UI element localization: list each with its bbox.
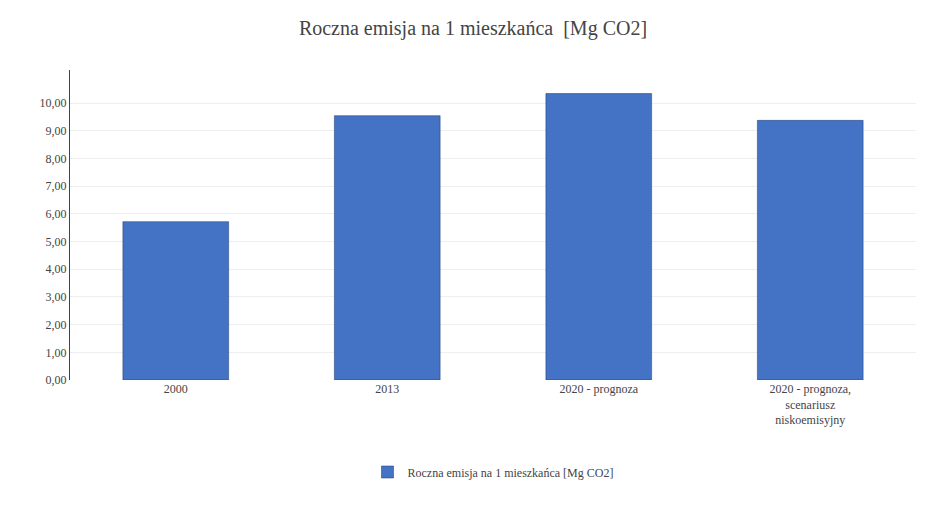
- svg-text:10,00: 10,00: [40, 96, 67, 110]
- svg-text:3,00: 3,00: [46, 290, 67, 304]
- svg-text:2013: 2013: [375, 382, 399, 396]
- svg-text:6,00: 6,00: [46, 207, 67, 221]
- svg-text:9,00: 9,00: [46, 124, 67, 138]
- svg-text:2,00: 2,00: [46, 318, 67, 332]
- svg-text:Roczna emisja na 1 mieszkańca: Roczna emisja na 1 mieszkańca [Mg CO2]: [408, 466, 614, 480]
- svg-text:Roczna emisja na 1 mieszkańca: Roczna emisja na 1 mieszkańca [Mg CO2]: [299, 17, 647, 40]
- svg-text:1,00: 1,00: [46, 346, 67, 360]
- svg-text:4,00: 4,00: [46, 262, 67, 276]
- svg-text:5,00: 5,00: [46, 235, 67, 249]
- svg-text:2020 - prognoza,scenariusznisk: 2020 - prognoza,scenariuszniskoemisyjny: [769, 382, 851, 427]
- svg-text:8,00: 8,00: [46, 152, 67, 166]
- svg-text:2020 - prognoza: 2020 - prognoza: [559, 382, 638, 396]
- svg-text:7,00: 7,00: [46, 179, 67, 193]
- svg-text:0,00: 0,00: [46, 373, 67, 387]
- svg-text:2000: 2000: [164, 382, 188, 396]
